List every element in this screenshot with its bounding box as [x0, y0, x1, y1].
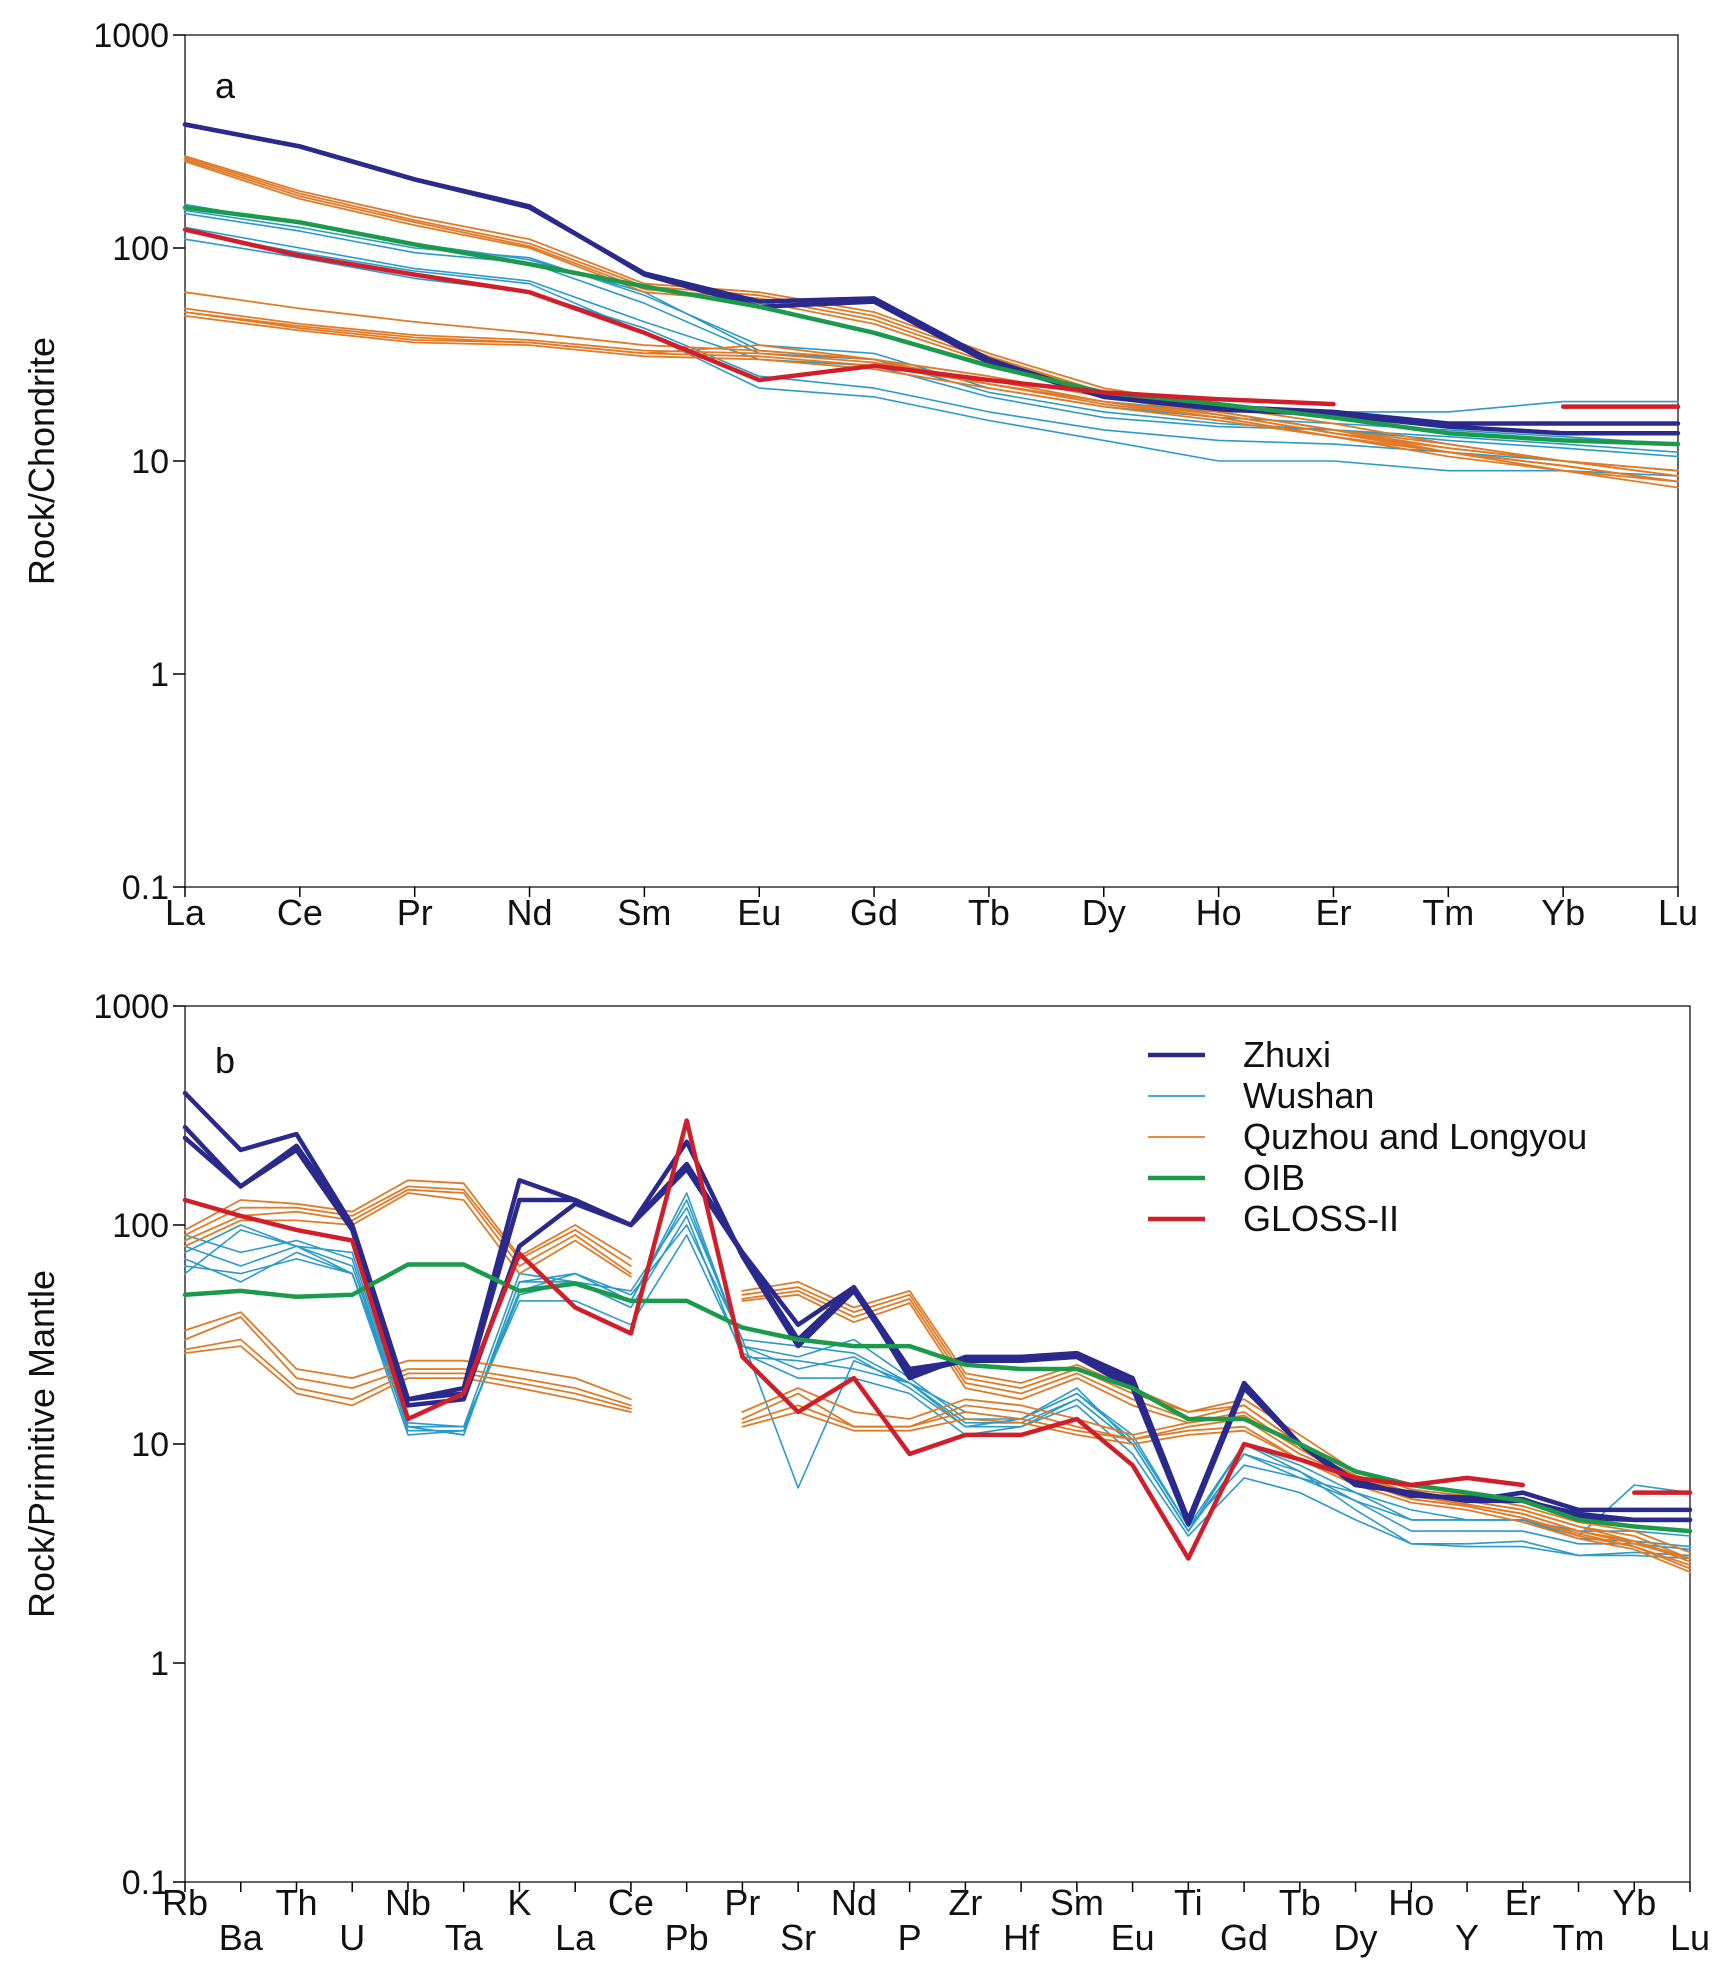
- x-tick-label-pb: Pb: [665, 1917, 709, 1958]
- legend-label-gloss: GLOSS-II: [1243, 1198, 1399, 1239]
- y-tick-label: 10: [131, 1426, 169, 1464]
- x-tick-label-tb: Tb: [1279, 1882, 1321, 1923]
- x-tick-label-gd: Gd: [850, 892, 898, 933]
- x-tick-label-gd: Gd: [1220, 1917, 1268, 1958]
- series-line-quzhou: [184, 1192, 1691, 1570]
- panel-b-ticks: 1000 100 10 1 0.1Rb Ba Th U Nb Ta K La Ce Pb Pr Sr Nd P Zr…: [93, 988, 1710, 1958]
- series-line-quzhou: [184, 1179, 1691, 1554]
- x-tick-label-ce: Ce: [277, 892, 323, 933]
- y-tick-label: 1000: [93, 17, 169, 55]
- x-tick-label-k: K: [507, 1882, 531, 1923]
- x-tick-label-ce: Ce: [608, 1882, 654, 1923]
- x-tick-label-y: Y: [1455, 1917, 1479, 1958]
- x-tick-label-sr: Sr: [780, 1917, 816, 1958]
- panel-a-chondrite: a Rock/Chondrite 1000 100 10 1 0.1La Ce Pr Nd Sm…: [21, 17, 1698, 933]
- series-line-quzhou: [184, 1345, 1691, 1573]
- x-tick-label-zr: Zr: [948, 1882, 982, 1923]
- x-tick-label-p: P: [898, 1917, 922, 1958]
- y-tick-label: 0.1: [122, 1864, 169, 1902]
- series-line-zhuxi: [182, 122, 1681, 436]
- x-tick-label-nd: Nd: [831, 1882, 877, 1923]
- x-tick-label-tm: Tm: [1422, 892, 1474, 933]
- series-line-zhuxi: [182, 1090, 1693, 1523]
- x-tick-label-er: Er: [1505, 1882, 1541, 1923]
- y-tick-label: 10: [131, 443, 169, 481]
- x-tick-label-eu: Eu: [1111, 1917, 1155, 1958]
- x-tick-label-ba: Ba: [219, 1917, 264, 1958]
- series-line-quzhou: [184, 291, 1679, 472]
- x-tick-label-lu: Lu: [1670, 1917, 1710, 1958]
- x-tick-label-rb: Rb: [162, 1882, 208, 1923]
- series-line-wushan: [184, 1199, 1691, 1551]
- series-line-gloss: [182, 227, 1681, 409]
- legend-label-quzhou: Quzhou and Longyou: [1243, 1116, 1587, 1157]
- panel-a-series: [182, 122, 1681, 489]
- x-tick-label-er: Er: [1315, 892, 1351, 933]
- x-tick-label-nd: Nd: [507, 892, 553, 933]
- x-tick-label-ho: Ho: [1388, 1882, 1434, 1923]
- panel-a-letter: a: [215, 65, 236, 106]
- series-line-wushan: [184, 1206, 1691, 1537]
- series-line-wushan: [184, 1215, 1691, 1548]
- x-tick-label-tm: Tm: [1553, 1917, 1605, 1958]
- y-tick-label: 1: [150, 1645, 169, 1683]
- series-line-wushan: [184, 212, 1679, 453]
- legend-label-zhuxi: Zhuxi: [1243, 1034, 1331, 1075]
- y-tick-label: 100: [112, 230, 169, 268]
- y-tick-label: 0.1: [122, 869, 169, 907]
- legend-label-oib: OIB: [1243, 1157, 1305, 1198]
- panel-a-ylabel: Rock/Chondrite: [21, 337, 62, 585]
- x-tick-label-u: U: [339, 1917, 365, 1958]
- x-tick-label-hf: Hf: [1003, 1917, 1040, 1958]
- x-tick-label-lu: Lu: [1658, 892, 1698, 933]
- panel-b-primitive-mantle: b Rock/Primitive Mantle 1000 100 10 1 0.1Rb B…: [21, 988, 1710, 1958]
- panel-b-ylabel: Rock/Primitive Mantle: [21, 1270, 62, 1618]
- x-tick-label-ti: Ti: [1174, 1882, 1203, 1923]
- x-tick-label-ta: Ta: [445, 1917, 484, 1958]
- x-tick-label-la: La: [555, 1917, 596, 1958]
- panel-a-frame: [184, 34, 1679, 888]
- x-tick-label-dy: Dy: [1082, 892, 1126, 933]
- x-tick-label-pr: Pr: [397, 892, 433, 933]
- y-tick-label: 100: [112, 1207, 169, 1245]
- series-line-oib: [182, 205, 1681, 447]
- x-tick-label-tb: Tb: [968, 892, 1010, 933]
- panel-b-series: [182, 1090, 1693, 1573]
- series-line-gloss: [182, 1118, 1693, 1561]
- x-tick-label-th: Th: [275, 1882, 317, 1923]
- series-line-wushan: [184, 238, 1679, 472]
- series-line-quzhou: [184, 311, 1679, 483]
- series-line-wushan: [184, 1234, 1691, 1560]
- x-tick-label-la: La: [165, 892, 206, 933]
- x-tick-label-sm: Sm: [1050, 1882, 1104, 1923]
- x-tick-label-eu: Eu: [737, 892, 781, 933]
- x-tick-label-sm: Sm: [617, 892, 671, 933]
- series-line-quzhou: [184, 1338, 1691, 1566]
- series-line-oib: [182, 1262, 1693, 1534]
- x-tick-label-ho: Ho: [1196, 892, 1242, 933]
- y-tick-label: 1: [150, 656, 169, 694]
- x-tick-label-pr: Pr: [724, 1882, 760, 1923]
- legend-label-wushan: Wushan: [1243, 1075, 1374, 1116]
- series-line-wushan: [184, 230, 1679, 477]
- x-tick-label-yb: Yb: [1541, 892, 1585, 933]
- panel-b-letter: b: [215, 1040, 235, 1081]
- series-line-zhuxi: [182, 1135, 1693, 1527]
- series-line-wushan: [184, 226, 1679, 458]
- x-tick-label-dy: Dy: [1334, 1917, 1378, 1958]
- y-tick-label: 1000: [93, 988, 169, 1026]
- x-tick-label-yb: Yb: [1612, 1882, 1656, 1923]
- panel-a-ticks: 1000 100 10 1 0.1La Ce Pr Nd Sm Eu Gd Tb Dy Ho Er Tm Yb L…: [93, 17, 1698, 933]
- x-tick-label-nb: Nb: [385, 1882, 431, 1923]
- series-line-quzhou: [184, 315, 1679, 489]
